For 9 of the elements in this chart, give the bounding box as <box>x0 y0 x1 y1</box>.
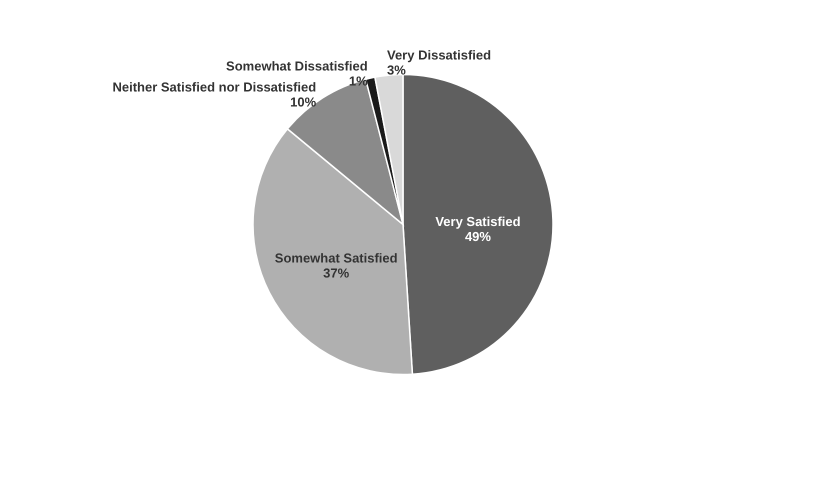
slice-label: Somewhat Dissatisfied <box>226 58 368 74</box>
slice-label: Very Satisfied <box>435 214 521 230</box>
data-label: 3% <box>387 62 406 78</box>
data-label: 37% <box>323 266 350 281</box>
data-label: 10% <box>290 94 317 110</box>
data-label: 49% <box>464 229 492 244</box>
slice-label: Somewhat Satisfied <box>274 250 398 266</box>
slice-label: Very Dissatisfied <box>387 47 492 62</box>
slice-label: Neither Satisfied nor Dissatisfied <box>112 80 316 95</box>
